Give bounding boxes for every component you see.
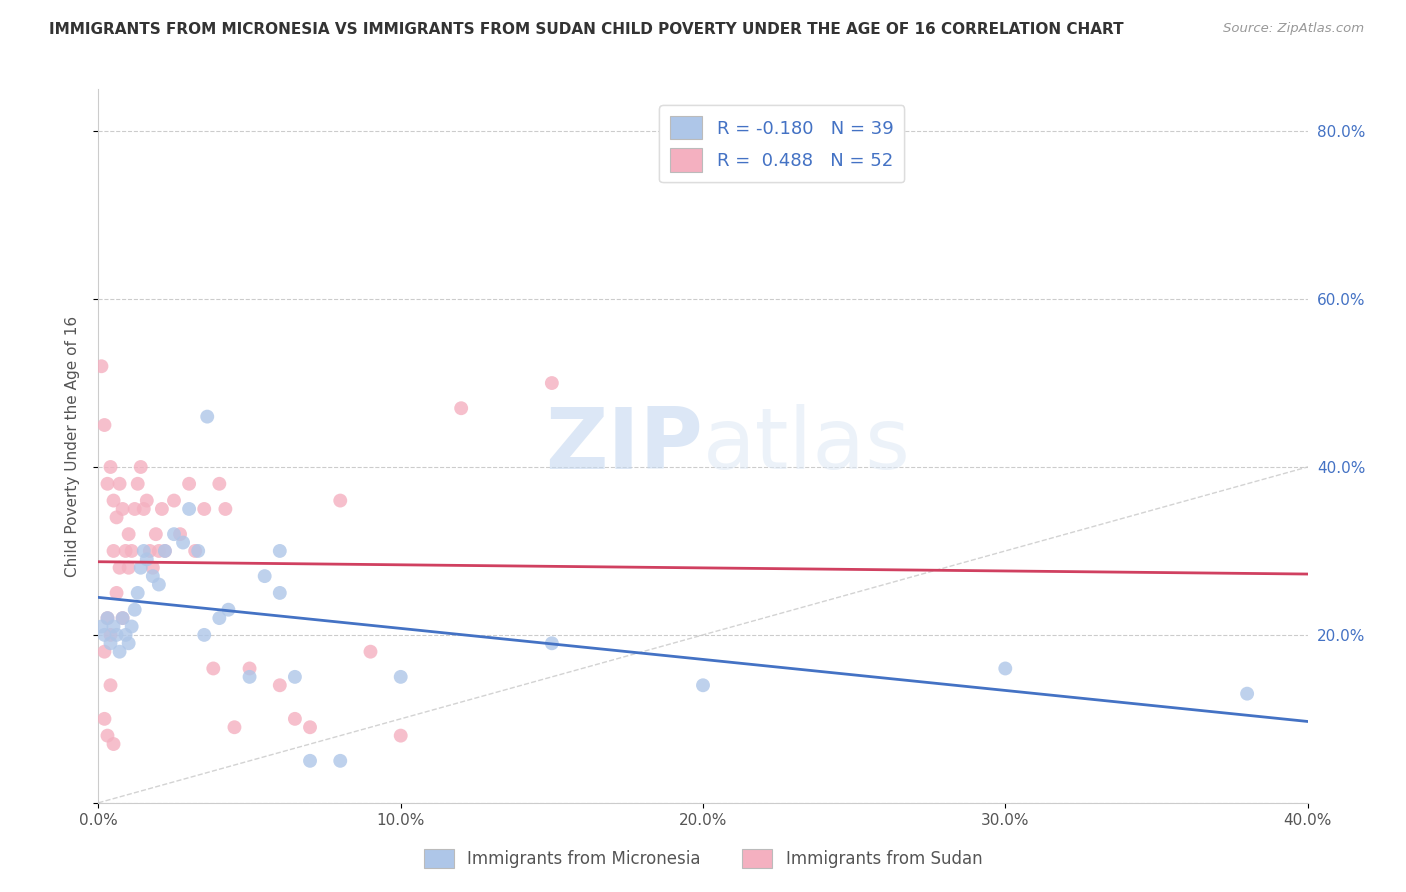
Point [93,628,115,642]
Point [329,493,352,508]
Text: ZIP: ZIP [546,404,703,488]
Point [142,569,165,583]
Point [389,729,412,743]
Point [163,493,186,508]
Point [100,460,122,475]
Point [124,502,146,516]
Point [540,376,562,390]
Point [121,619,143,633]
Point [692,678,714,692]
Point [193,502,215,516]
Text: IMMIGRANTS FROM MICRONESIA VS IMMIGRANTS FROM SUDAN CHILD POVERTY UNDER THE AGE : IMMIGRANTS FROM MICRONESIA VS IMMIGRANTS… [49,22,1123,37]
Point [148,544,170,558]
Point [1236,687,1258,701]
Text: atlas: atlas [703,404,911,488]
Point [163,527,186,541]
Point [103,619,125,633]
Point [540,636,562,650]
Point [269,678,291,692]
Point [124,603,146,617]
Point [132,544,155,558]
Point [100,628,122,642]
Point [93,712,115,726]
Point [90,619,112,633]
Point [193,628,215,642]
Point [172,535,194,549]
Point [153,544,176,558]
Point [184,544,207,558]
Point [239,661,262,675]
Point [105,628,128,642]
Point [93,417,115,432]
Point [239,670,262,684]
Legend: R = -0.180   N = 39, R =  0.488   N = 52: R = -0.180 N = 39, R = 0.488 N = 52 [659,105,904,183]
Point [187,544,209,558]
Point [103,544,125,558]
Point [118,527,141,541]
Point [96,611,118,625]
Point [994,661,1017,675]
Point [96,611,118,625]
Point [111,502,134,516]
Point [450,401,472,416]
Point [118,560,141,574]
Y-axis label: Child Poverty Under the Age of 16: Child Poverty Under the Age of 16 [65,316,80,576]
Point [111,611,134,625]
Point [389,670,412,684]
Point [129,560,152,574]
Point [179,502,201,516]
Point [284,670,307,684]
Point [105,510,128,524]
Point [127,586,149,600]
Point [253,569,276,583]
Point [108,560,131,574]
Point [108,476,131,491]
Point [208,611,231,625]
Point [142,560,165,574]
Point [100,678,122,692]
Point [153,544,176,558]
Point [135,493,157,508]
Point [103,737,125,751]
Point [208,476,231,491]
Text: Source: ZipAtlas.com: Source: ZipAtlas.com [1223,22,1364,36]
Point [132,502,155,516]
Point [114,544,136,558]
Point [284,712,307,726]
Point [150,502,173,516]
Point [114,628,136,642]
Point [108,645,131,659]
Point [105,586,128,600]
Point [118,636,141,650]
Point [169,527,191,541]
Point [139,544,162,558]
Point [127,476,149,491]
Point [96,476,118,491]
Point [135,552,157,566]
Point [269,586,291,600]
Point [214,502,236,516]
Point [100,636,122,650]
Point [121,544,143,558]
Point [202,661,225,675]
Point [224,720,246,734]
Point [96,729,118,743]
Point [148,577,170,591]
Point [299,754,322,768]
Point [179,476,201,491]
Point [329,754,352,768]
Point [299,720,322,734]
Point [195,409,218,424]
Point [103,493,125,508]
Point [111,611,134,625]
Legend: Immigrants from Micronesia, Immigrants from Sudan: Immigrants from Micronesia, Immigrants f… [418,842,988,875]
Point [129,460,152,475]
Point [145,527,167,541]
Point [269,544,291,558]
Point [90,359,112,374]
Point [93,645,115,659]
Point [360,645,382,659]
Point [217,603,239,617]
